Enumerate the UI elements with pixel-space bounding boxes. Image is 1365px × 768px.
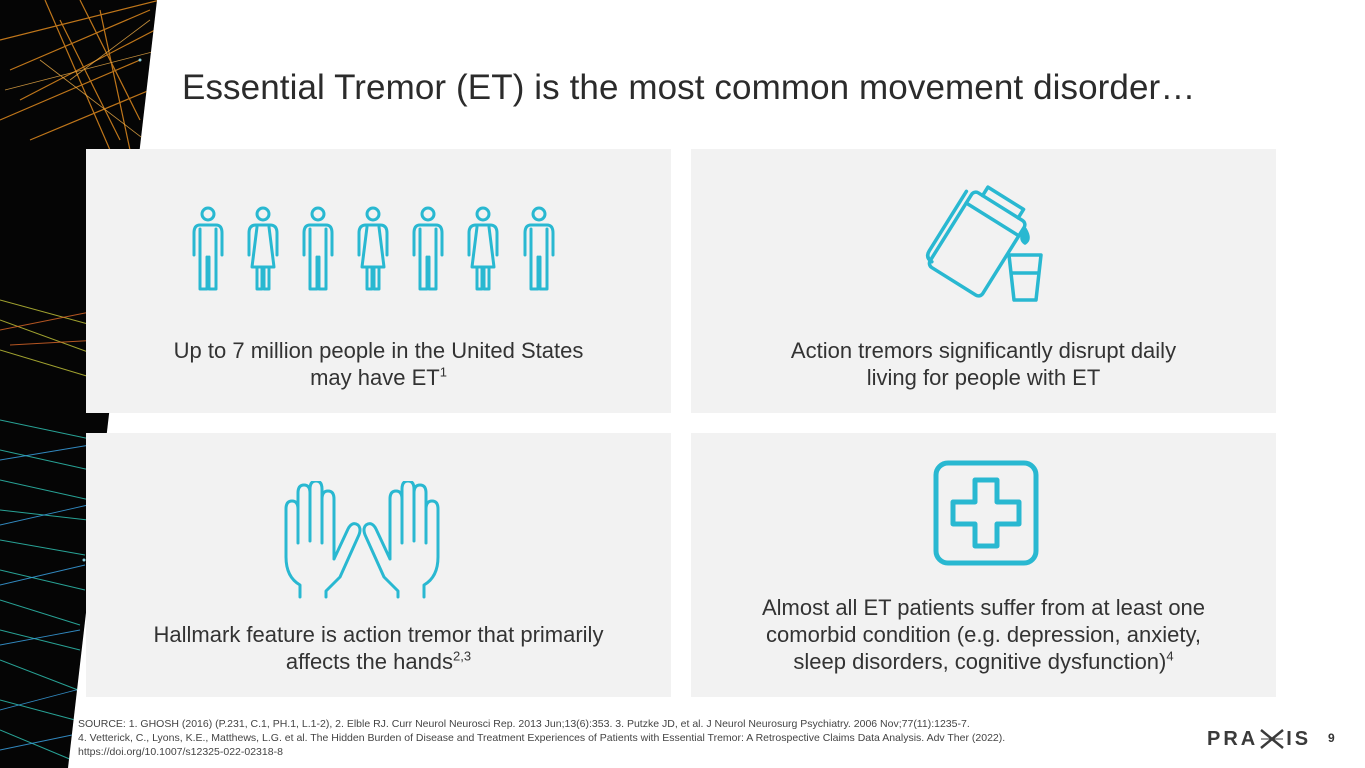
panel-prevalence: Up to 7 million people in the United Sta… <box>86 149 671 413</box>
hands-icon <box>280 481 444 599</box>
pouring-pitcher-icon <box>915 177 1050 312</box>
panel-hands-text: Hallmark feature is action tremor that p… <box>153 622 604 674</box>
panel-comorbidity: Almost all ET patients suffer from at le… <box>691 433 1276 697</box>
panel-daily-living: Action tremors significantly disrupt dai… <box>691 149 1276 413</box>
source-line-1: SOURCE: 1. GHOSH (2016) (P.231, C.1, PH.… <box>78 718 970 730</box>
people-row-icon <box>190 205 565 295</box>
logo-x-mark-icon <box>1259 728 1285 750</box>
page-number: 9 <box>1328 731 1335 745</box>
panel-daily-living-text: Action tremors significantly disrupt dai… <box>790 338 1177 390</box>
source-line-3[interactable]: https://doi.org/10.1007/s12325-022-02318… <box>78 746 283 758</box>
panel-prevalence-text: Up to 7 million people in the United Sta… <box>173 338 584 390</box>
medical-cross-icon <box>933 460 1039 566</box>
source-line-2: 4. Vetterick, C., Lyons, K.E., Matthews,… <box>78 732 1006 744</box>
praxis-logo: PRA IS <box>1207 727 1312 750</box>
source-citations: SOURCE: 1. GHOSH (2016) (P.231, C.1, PH.… <box>78 717 1158 759</box>
slide-title: Essential Tremor (ET) is the most common… <box>182 68 1196 107</box>
panel-comorbidity-text: Almost all ET patients suffer from at le… <box>761 595 1206 674</box>
panel-hands: Hallmark feature is action tremor that p… <box>86 433 671 697</box>
